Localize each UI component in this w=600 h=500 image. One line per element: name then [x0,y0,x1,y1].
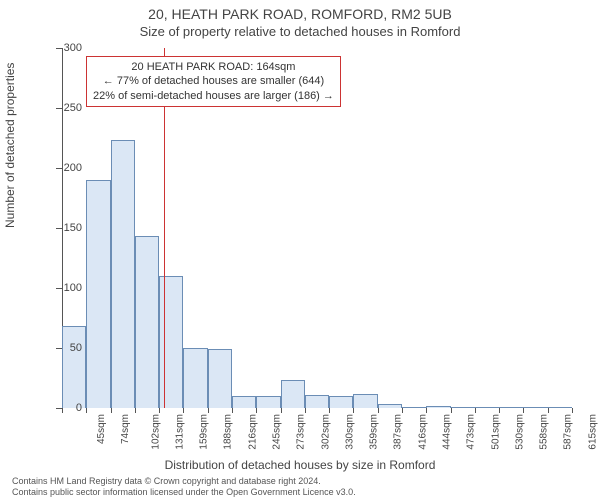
x-tick [281,408,282,413]
plot-area: 45sqm74sqm102sqm131sqm159sqm188sqm216sqm… [62,48,572,408]
histogram-bar [111,140,135,408]
x-tick-label: 501sqm [490,414,501,450]
x-tick [256,408,257,413]
histogram-bar [305,395,329,408]
y-tick-label: 50 [52,342,82,354]
histogram-bar [523,407,547,408]
annotation-line: ← 77% of detached houses are smaller (64… [93,74,334,88]
x-tick [378,408,379,413]
x-tick-label: 302sqm [320,414,331,450]
x-tick [86,408,87,413]
x-tick [208,408,209,413]
annotation-line: 22% of semi-detached houses are larger (… [93,89,334,103]
x-tick-label: 558sqm [539,414,550,450]
histogram-bar [329,396,353,408]
annotation-box: 20 HEATH PARK ROAD: 164sqm← 77% of detac… [86,56,341,107]
x-tick [451,408,452,413]
x-tick-label: 45sqm [96,414,107,444]
y-tick-label: 250 [52,102,82,114]
histogram-bar [62,326,86,408]
x-tick-label: 102sqm [150,414,161,450]
histogram-bar [183,348,207,408]
x-tick-label: 359sqm [369,414,380,450]
histogram-bar [451,407,475,408]
histogram-bar [256,396,280,408]
histogram-bar [378,404,402,408]
x-tick [111,408,112,413]
x-tick [402,408,403,413]
x-tick [353,408,354,413]
x-tick-label: 216sqm [247,414,258,450]
annotation-line: 20 HEATH PARK ROAD: 164sqm [93,60,334,74]
x-tick [548,408,549,413]
histogram-bar [426,406,450,408]
x-tick-label: 615sqm [587,414,598,450]
footer-line-1: Contains HM Land Registry data © Crown c… [12,476,356,487]
x-tick-label: 159sqm [199,414,210,450]
histogram-bar [232,396,256,408]
x-tick-label: 444sqm [442,414,453,450]
histogram-bar [499,407,523,408]
x-tick [159,408,160,413]
x-tick [523,408,524,413]
y-tick-label: 300 [52,42,82,54]
histogram-bar [281,380,305,408]
x-tick-label: 245sqm [272,414,283,450]
histogram-bar [475,407,499,408]
x-tick-label: 387sqm [393,414,404,450]
histogram-bar [402,407,426,408]
y-tick-label: 100 [52,282,82,294]
x-tick [329,408,330,413]
x-tick-label: 188sqm [223,414,234,450]
histogram-bar [548,407,572,408]
chart-title-main: 20, HEATH PARK ROAD, ROMFORD, RM2 5UB [0,6,600,22]
x-tick-label: 330sqm [344,414,355,450]
x-tick [499,408,500,413]
x-tick [426,408,427,413]
x-tick [232,408,233,413]
x-tick [475,408,476,413]
footer-attribution: Contains HM Land Registry data © Crown c… [12,476,356,499]
x-tick-label: 416sqm [417,414,428,450]
histogram-bar [353,394,377,408]
property-size-chart: 20, HEATH PARK ROAD, ROMFORD, RM2 5UB Si… [0,0,600,500]
histogram-bar [208,349,232,408]
y-axis-title: Number of detached properties [3,63,17,228]
y-tick-label: 150 [52,222,82,234]
x-tick [183,408,184,413]
x-tick [135,408,136,413]
x-axis-title: Distribution of detached houses by size … [0,458,600,472]
x-tick-label: 530sqm [514,414,525,450]
histogram-bar [135,236,159,408]
x-tick-label: 587sqm [563,414,574,450]
x-tick-label: 131sqm [174,414,185,450]
y-tick-label: 200 [52,162,82,174]
chart-title-sub: Size of property relative to detached ho… [0,24,600,39]
x-tick [305,408,306,413]
x-tick-label: 74sqm [120,414,131,444]
x-tick [572,408,573,413]
histogram-bar [86,180,110,408]
x-tick-label: 473sqm [466,414,477,450]
footer-line-2: Contains public sector information licen… [12,487,356,498]
x-tick-label: 273sqm [296,414,307,450]
y-tick-label: 0 [52,402,82,414]
